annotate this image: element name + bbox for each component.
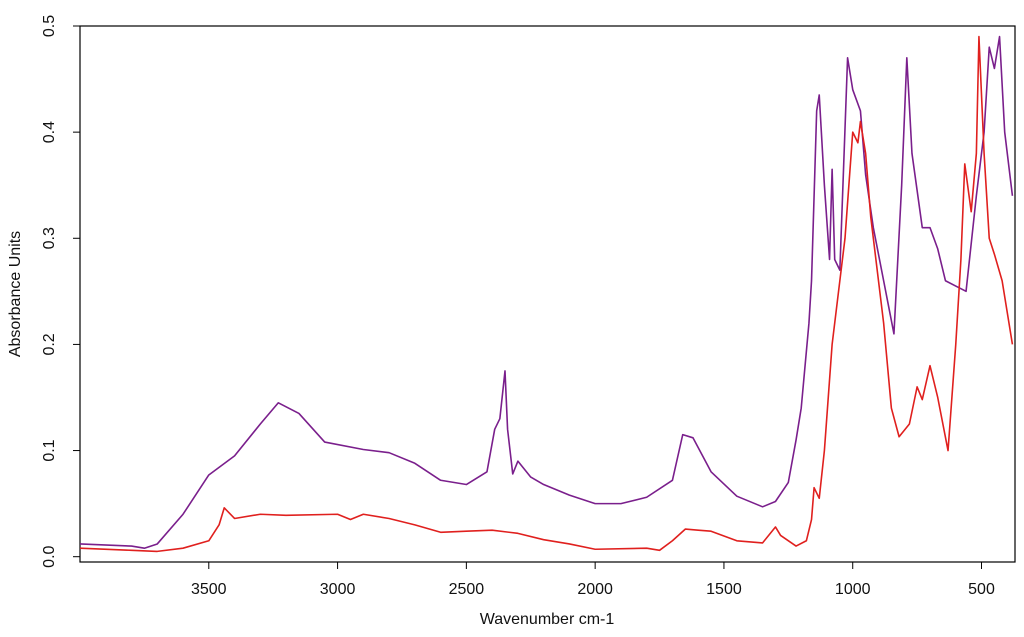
y-tick-label: 0.3 [41, 227, 58, 249]
y-tick-label: 0.1 [41, 439, 58, 461]
x-tick-label: 3500 [191, 581, 227, 598]
y-tick-label: 0.2 [41, 333, 58, 355]
x-tick-label: 1500 [706, 581, 742, 598]
x-tick-label: 3000 [320, 581, 356, 598]
y-tick-label: 0.5 [41, 15, 58, 37]
x-tick-label: 2000 [577, 581, 613, 598]
y-tick-label: 0.0 [41, 545, 58, 567]
x-tick-label: 1000 [835, 581, 871, 598]
x-tick-label: 2500 [449, 581, 485, 598]
spectrum-line [79, 35, 1014, 553]
x-tick-label: 500 [968, 581, 995, 598]
x-axis-label: Wavenumber cm-1 [480, 611, 615, 628]
y-tick-label: 0.4 [41, 121, 58, 143]
spectrum-line [79, 35, 1014, 549]
plot-frame [79, 25, 1016, 563]
y-axis-label: Absorbance Units [7, 231, 24, 357]
